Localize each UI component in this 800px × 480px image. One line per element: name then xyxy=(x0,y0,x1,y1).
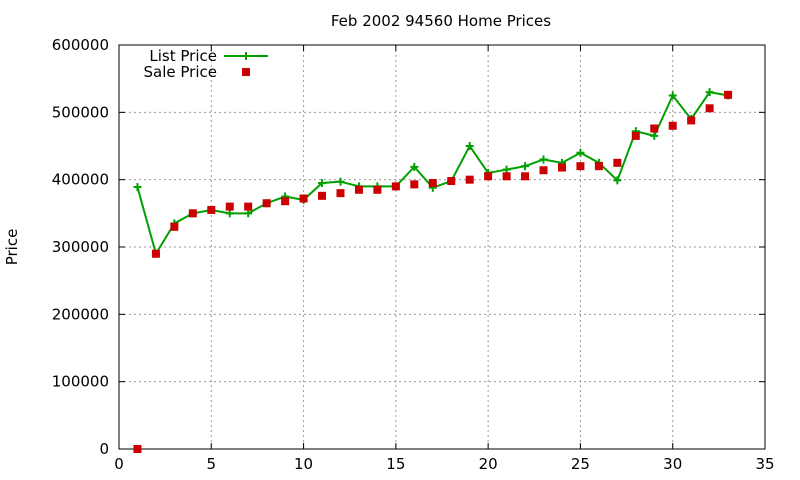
list-price-point xyxy=(539,155,548,164)
legend-swatch-list-price-marker xyxy=(242,52,250,60)
x-tick-label: 5 xyxy=(207,455,217,473)
sale-price-point xyxy=(391,182,400,191)
sale-price-point xyxy=(207,205,216,214)
sale-price-point xyxy=(410,180,419,189)
list-price-point xyxy=(613,176,622,185)
list-price-point xyxy=(244,209,253,218)
x-tick-label: 30 xyxy=(663,455,682,473)
sale-price-point xyxy=(244,202,253,211)
sale-price-point xyxy=(650,124,659,133)
x-tick-label: 15 xyxy=(386,455,405,473)
sale-price-point xyxy=(299,194,308,203)
list-price-point xyxy=(705,88,714,97)
tick-labels: 0 5 10 15 20 25 30 35 0 100000 200000 300000 400000 5… xyxy=(52,36,775,473)
sale-price-point xyxy=(631,131,640,140)
sale-price-point xyxy=(668,121,677,130)
sale-price-point xyxy=(428,179,437,188)
legend: List Price Sale Price xyxy=(144,47,268,81)
y-tick-label: 300000 xyxy=(52,238,109,256)
sale-price-point xyxy=(484,172,493,181)
list-price-point xyxy=(336,177,345,186)
list-price-point xyxy=(410,162,419,171)
chart-title: Feb 2002 94560 Home Prices xyxy=(331,12,551,30)
sale-price-point xyxy=(594,162,603,171)
y-tick-label: 500000 xyxy=(52,103,109,121)
sale-price-point xyxy=(225,202,234,211)
list-price-point xyxy=(650,131,659,140)
sale-price-point xyxy=(336,189,345,198)
y-tick-label: 400000 xyxy=(52,171,109,189)
sale-price-point xyxy=(373,185,382,194)
series-layer xyxy=(133,88,733,453)
y-axis-label: Price xyxy=(3,229,21,266)
legend-label-list-price: List Price xyxy=(149,47,217,65)
sale-price-point xyxy=(262,199,271,208)
list-price-point xyxy=(668,91,677,100)
x-tick-label: 35 xyxy=(755,455,774,473)
legend-label-sale-price: Sale Price xyxy=(144,63,217,81)
list-price-point xyxy=(521,162,530,171)
list-price-line xyxy=(136,91,729,257)
x-tick-label: 20 xyxy=(479,455,498,473)
y-tick-label: 0 xyxy=(99,440,109,458)
sale-price-point xyxy=(151,249,160,258)
sale-price-point xyxy=(687,116,696,125)
sale-price-point xyxy=(502,172,511,181)
legend-swatch-sale-price-marker xyxy=(242,68,250,76)
sale-price-point xyxy=(521,172,530,181)
sale-price-point xyxy=(613,158,622,167)
sale-price-point xyxy=(539,166,548,175)
x-tick-label: 0 xyxy=(114,455,124,473)
sale-price-point xyxy=(447,177,456,186)
sale-price-point xyxy=(557,163,566,172)
list-price-point xyxy=(502,165,511,174)
sale-price-point xyxy=(281,197,290,206)
sale-price-point xyxy=(576,162,585,171)
list-price-point xyxy=(133,183,142,192)
grid-lines xyxy=(119,45,765,449)
sale-price-point xyxy=(724,90,733,99)
list-price-point xyxy=(225,209,234,218)
sale-price-point xyxy=(354,185,363,194)
sale-price-point xyxy=(188,209,197,218)
y-tick-label: 200000 xyxy=(52,305,109,323)
sale-price-point xyxy=(465,175,474,184)
axis-ticks xyxy=(118,44,766,450)
list-price-point xyxy=(465,142,474,150)
legend-plus xyxy=(242,52,250,60)
y-tick-label: 100000 xyxy=(52,373,109,391)
sale-price-point xyxy=(133,445,142,453)
list-price-point xyxy=(576,148,585,157)
x-tick-label: 25 xyxy=(571,455,590,473)
y-tick-label: 600000 xyxy=(52,36,109,54)
sale-price-point xyxy=(705,104,714,113)
sale-price-point xyxy=(318,191,327,200)
sale-price-point xyxy=(170,222,179,231)
list-price-point xyxy=(318,179,327,188)
x-tick-label: 10 xyxy=(294,455,313,473)
